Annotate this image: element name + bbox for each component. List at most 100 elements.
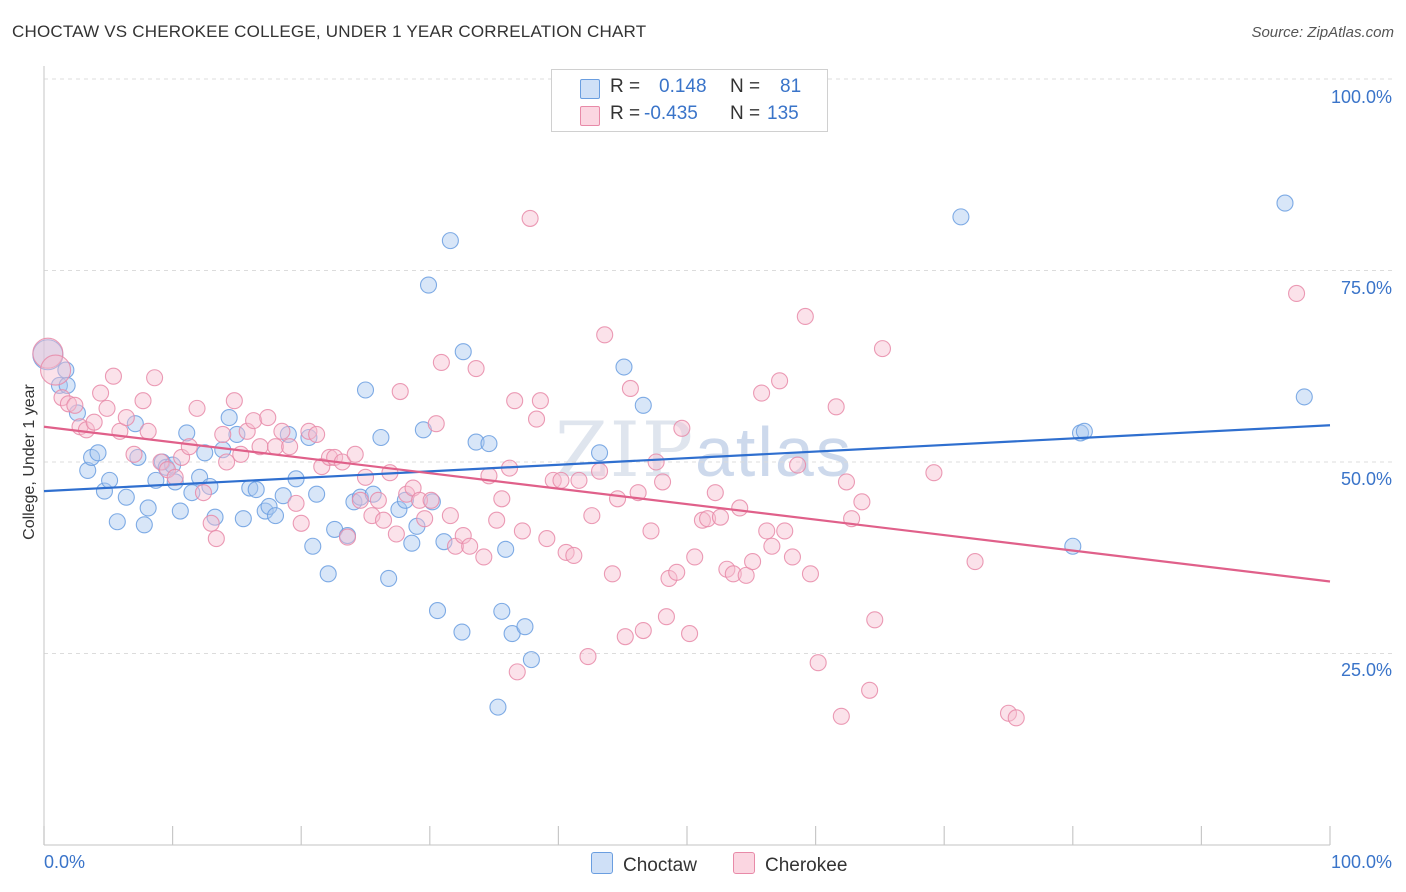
cherokee-point xyxy=(346,445,364,463)
choctaw-point xyxy=(139,499,157,517)
cherokee-point xyxy=(281,438,299,456)
cherokee-swatch xyxy=(580,106,600,126)
choctaw-point xyxy=(396,491,414,509)
cherokee-point xyxy=(621,379,639,398)
cherokee-point xyxy=(513,522,531,540)
choctaw-point xyxy=(428,602,447,620)
cherokee-point xyxy=(139,422,157,440)
cherokee-point xyxy=(681,625,699,643)
cherokee-point xyxy=(427,415,445,433)
cherokee-point xyxy=(737,566,755,584)
cherokee-point xyxy=(873,340,892,358)
choctaw-point xyxy=(522,651,540,669)
choctaw-point xyxy=(952,208,970,226)
cherokee-point xyxy=(202,514,220,532)
choctaw-point xyxy=(274,487,292,505)
r-value: 0.148 xyxy=(659,76,707,97)
cherokee-point xyxy=(673,419,691,437)
data-points xyxy=(32,194,1313,727)
cherokee-point xyxy=(832,707,850,725)
cherokee-point xyxy=(642,522,660,540)
cherokee-point xyxy=(565,546,583,565)
choctaw-point xyxy=(441,232,459,250)
choctaw-point xyxy=(454,343,472,361)
cherokee-point xyxy=(686,548,704,566)
cherokee-point xyxy=(796,307,814,326)
cherokee-point xyxy=(85,413,103,431)
choctaw-point xyxy=(372,428,390,447)
cherokee-point xyxy=(125,445,143,463)
cherokee-point xyxy=(40,354,72,386)
choctaw-point xyxy=(319,565,337,583)
choctaw-point xyxy=(467,433,485,451)
choctaw-point xyxy=(403,534,421,552)
choctaw-point xyxy=(266,507,285,525)
cherokee-point xyxy=(789,456,807,474)
cherokee-point xyxy=(180,438,198,456)
cherokee-point xyxy=(356,468,375,486)
cherokee-point xyxy=(647,453,665,471)
cherokee-point xyxy=(467,359,485,378)
cherokee-point xyxy=(98,399,116,417)
cherokee-point xyxy=(711,508,729,526)
cherokee-point xyxy=(218,453,236,471)
cherokee-point xyxy=(117,409,135,427)
y-tick-100: 100.0% xyxy=(1330,87,1392,107)
cherokee-point xyxy=(410,491,429,509)
legend-cherokee: Cherokee xyxy=(733,852,847,877)
cherokee-point xyxy=(432,353,450,371)
r-label: R = xyxy=(610,76,641,97)
choctaw-point xyxy=(493,602,511,620)
chart-title: CHOCTAW VS CHEROKEE COLLEGE, UNDER 1 YEA… xyxy=(12,22,647,41)
cherokee-point xyxy=(207,530,225,548)
cherokee-point xyxy=(552,471,570,489)
choctaw-point xyxy=(196,444,214,462)
cherokee-point xyxy=(134,392,152,410)
choctaw-point xyxy=(247,481,265,499)
cherokee-point xyxy=(744,553,762,571)
choctaw-point xyxy=(183,484,201,502)
cherokee-point xyxy=(251,438,269,456)
cherokee-point xyxy=(1288,284,1306,303)
cherokee-point xyxy=(634,621,652,640)
choctaw-point xyxy=(591,444,609,462)
x-tick-max: 100.0% xyxy=(1330,852,1392,872)
cherokee-point xyxy=(374,511,393,529)
cherokee-point xyxy=(188,399,206,417)
cherokee-point xyxy=(861,681,879,699)
x-tick-min: 0.0% xyxy=(44,852,86,872)
source-label: Source: ZipAtlas.com xyxy=(1251,24,1394,41)
choctaw-point xyxy=(234,510,252,528)
cherokee-point xyxy=(827,398,845,416)
choctaw-point xyxy=(108,513,126,531)
choctaw-point xyxy=(166,473,184,491)
cherokee-point xyxy=(966,553,984,571)
cherokee-point xyxy=(596,326,614,344)
cherokee-point xyxy=(776,522,794,540)
cherokee-point xyxy=(925,464,943,482)
cherokee-point xyxy=(809,654,827,672)
choctaw-point xyxy=(380,569,398,587)
choctaw-point xyxy=(1075,422,1093,440)
cherokee-point xyxy=(706,484,724,502)
cherokee-point xyxy=(583,507,601,525)
cherokee-point xyxy=(422,491,440,509)
choctaw-point xyxy=(356,381,375,399)
choctaw-point xyxy=(1276,194,1294,212)
cherokee-point xyxy=(238,422,256,440)
legend-row-choctaw: R = 0.148 N = 81 xyxy=(552,74,827,100)
choctaw-point xyxy=(79,461,97,479)
cherokee-point xyxy=(391,382,409,401)
choctaw-point xyxy=(489,698,507,716)
cherokee-point xyxy=(214,425,232,443)
cherokee-point xyxy=(654,473,672,491)
cherokee-point xyxy=(461,537,479,555)
cherokee-point xyxy=(308,425,326,443)
cherokee-point xyxy=(771,372,789,390)
choctaw-point xyxy=(171,502,189,520)
correlation-legend: R = 0.148 N = 81 R = -0.435 N = 135 xyxy=(551,69,828,132)
cherokee-point xyxy=(245,412,263,430)
cherokee-point xyxy=(753,384,771,402)
cherokee-point xyxy=(1007,709,1025,727)
